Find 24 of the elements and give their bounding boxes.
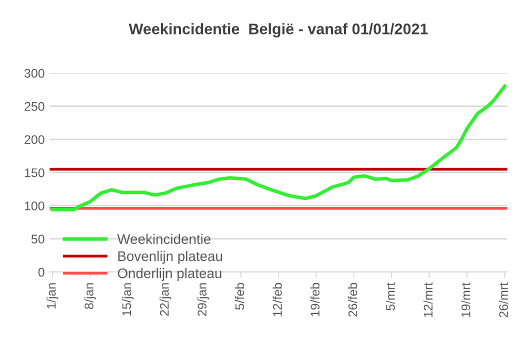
- y-tick-label: 250: [24, 102, 44, 111]
- legend-label: Bovenlijn plateau: [118, 250, 222, 264]
- chart-title: Weekincidentie België - vanaf 01/01/2021: [128, 23, 428, 38]
- y-tick-label: 0: [38, 268, 44, 277]
- y-tick-label: 200: [24, 135, 44, 144]
- x-tick-label: 26/feb: [348, 282, 358, 317]
- y-tick-label: 50: [31, 234, 44, 244]
- x-tick-label: 26/mrt: [498, 282, 508, 318]
- x-tick-label: 8/jan: [84, 283, 96, 309]
- legend-label: Weekincidentie: [117, 234, 210, 244]
- x-tick-label: 15/jan: [122, 283, 134, 316]
- x-tick-label: 19/feb: [310, 282, 320, 316]
- x-tick-label: 19/mrt: [461, 282, 470, 317]
- x-tick-label: 1/jan: [46, 283, 58, 309]
- y-tick-label: 100: [24, 202, 44, 210]
- legend-label: Onderlijn plateau: [118, 268, 222, 281]
- y-tick-label: 150: [24, 168, 44, 178]
- x-tick-label: 12/mrt: [423, 282, 433, 317]
- x-tick-label: 22/jan: [160, 283, 172, 316]
- y-tick-label: 300: [24, 68, 44, 78]
- x-tick-label: 5/feb: [234, 282, 244, 310]
- x-tick-label: 29/jan: [197, 283, 209, 316]
- x-tick-label: 5/mrt: [386, 282, 395, 310]
- x-tick-label: 12/feb: [272, 282, 282, 316]
